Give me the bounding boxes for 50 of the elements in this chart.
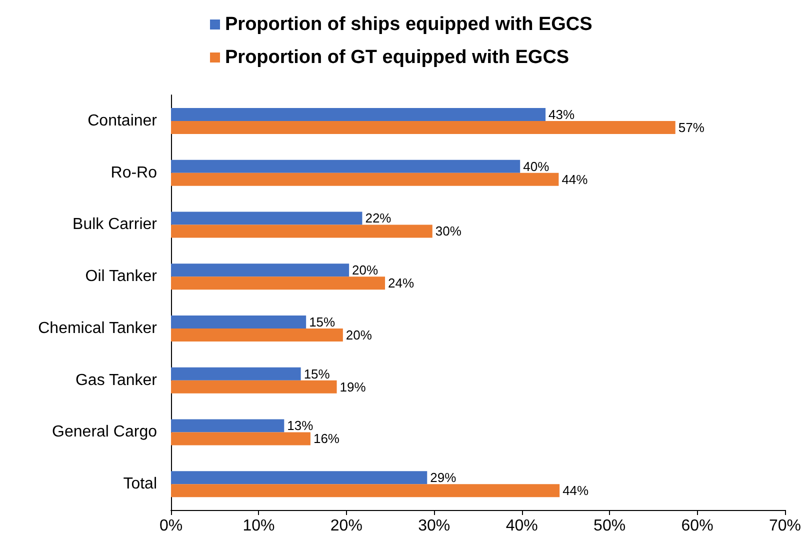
data-label: 13% — [287, 418, 314, 434]
data-label: 16% — [313, 431, 340, 446]
y-tick-label: Gas Tanker — [75, 372, 158, 389]
x-tick-label: 70% — [768, 518, 802, 534]
bar — [171, 160, 520, 173]
bar — [171, 264, 350, 277]
data-label: 43% — [548, 106, 575, 122]
bar — [171, 484, 560, 498]
bar — [171, 172, 559, 186]
bar — [171, 212, 362, 225]
bar — [171, 224, 432, 238]
x-tick-label: 20% — [330, 518, 362, 534]
data-label: 44% — [562, 483, 590, 498]
bar — [171, 367, 301, 380]
data-label: 40% — [523, 158, 550, 174]
bar — [171, 108, 546, 121]
x-tick-label: 30% — [418, 518, 450, 534]
data-label: 57% — [678, 120, 705, 135]
bar — [171, 120, 676, 134]
data-label: 44% — [562, 172, 588, 187]
data-label: 15% — [309, 314, 336, 330]
y-tick-label: Bulk Carrier — [72, 216, 158, 234]
y-tick-label: Chemical Tanker — [38, 320, 158, 337]
y-tick-label: Ro-Ro — [110, 164, 158, 182]
y-tick-label: Container — [88, 112, 158, 130]
bar — [171, 328, 343, 342]
x-tick-label: 0% — [159, 518, 183, 534]
x-tick-label: 50% — [594, 518, 626, 534]
data-label: 15% — [304, 366, 330, 382]
data-label: 22% — [365, 210, 392, 226]
bar — [171, 276, 386, 290]
data-label: 30% — [435, 224, 462, 239]
x-tick-label: 40% — [506, 518, 538, 534]
data-label: 20% — [352, 262, 379, 278]
y-tick-label: Total — [123, 476, 157, 493]
legend-label: Proportion of GT equipped with EGCS — [225, 47, 570, 68]
data-label: 19% — [340, 379, 366, 394]
legend-label: Proportion of ships equipped with EGCS — [225, 14, 592, 35]
bar — [171, 315, 306, 328]
data-label: 29% — [430, 470, 457, 486]
x-tick-label: 10% — [242, 518, 275, 534]
y-tick-label: Oil Tanker — [85, 268, 158, 286]
data-label: 20% — [346, 327, 372, 342]
y-tick-label: General Cargo — [52, 424, 158, 441]
bar — [171, 380, 337, 394]
bar — [171, 432, 310, 446]
data-label: 24% — [388, 276, 414, 291]
bar — [171, 419, 284, 432]
x-tick-label: 60% — [681, 518, 714, 534]
bar — [171, 471, 428, 484]
